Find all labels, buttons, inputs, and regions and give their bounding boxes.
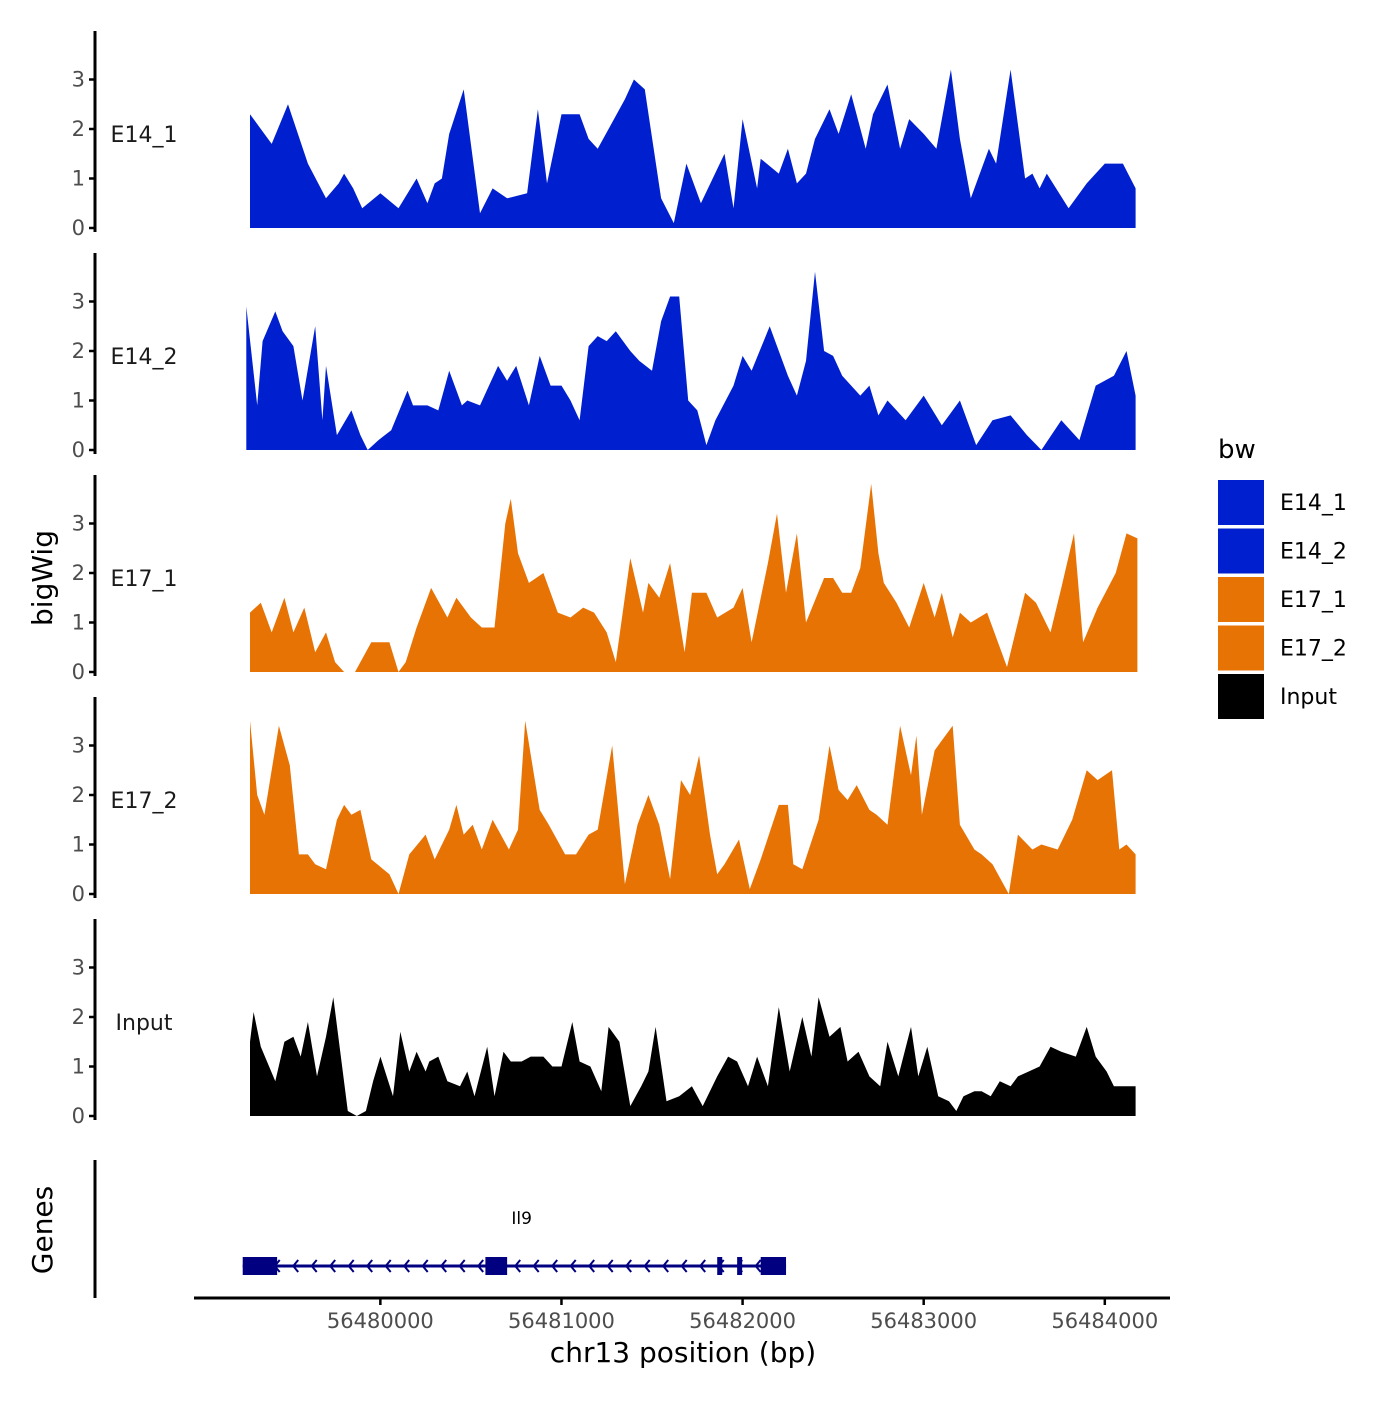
legend-swatch xyxy=(1218,480,1264,525)
strand-arrow xyxy=(661,1259,669,1273)
strand-arrow xyxy=(458,1259,466,1273)
strand-arrow xyxy=(569,1259,577,1273)
strand-arrow xyxy=(439,1259,447,1273)
y-tick-label: 0 xyxy=(72,216,85,240)
y-tick-label: 3 xyxy=(72,734,85,758)
track-E14_2: 0 1 2 3 E14_2 xyxy=(72,253,1136,462)
strand-arrow xyxy=(550,1259,558,1273)
track-Input: 0 1 2 3 Input xyxy=(72,919,1136,1128)
legend-label: E17_1 xyxy=(1280,588,1347,613)
strand-arrow xyxy=(365,1259,373,1273)
legend-label: E17_2 xyxy=(1280,637,1347,662)
y-tick-label: 2 xyxy=(72,1005,85,1029)
y-tick-label: 1 xyxy=(72,1055,85,1079)
x-tick-label: 56481000 xyxy=(508,1309,615,1333)
track-label: E14_2 xyxy=(111,345,178,370)
track-E17_2: 0 1 2 3 E17_2 xyxy=(72,697,1136,906)
strand-arrow xyxy=(384,1259,392,1273)
exon-block xyxy=(242,1257,278,1275)
strand-arrow xyxy=(310,1259,318,1273)
y-tick-label: 2 xyxy=(72,561,85,585)
track-label: E17_1 xyxy=(111,567,178,592)
x-axis-title: chr13 position (bp) xyxy=(550,1336,816,1369)
strand-arrow xyxy=(754,1259,762,1273)
track-label: E17_2 xyxy=(111,789,178,814)
x-tick-label: 56480000 xyxy=(327,1309,434,1333)
track-label: Input xyxy=(116,1011,173,1036)
y-tick-label: 2 xyxy=(72,117,85,141)
strand-arrow xyxy=(606,1259,614,1273)
x-axis: 56480000 56481000 56482000 56483000 56484000 xyxy=(194,1296,1170,1333)
x-tick-label: 56484000 xyxy=(1051,1309,1158,1333)
y-tick-label: 1 xyxy=(72,833,85,857)
x-tick-label: 56482000 xyxy=(689,1309,796,1333)
legend-swatch xyxy=(1218,577,1264,622)
strand-arrow xyxy=(347,1259,355,1273)
genes-axis-title: Genes xyxy=(26,1186,59,1274)
legend-label: E14_2 xyxy=(1280,540,1347,565)
strand-arrow xyxy=(421,1259,429,1273)
exon-block xyxy=(760,1257,787,1275)
legend-swatch xyxy=(1218,674,1264,719)
gene-name-label: Il9 xyxy=(511,1209,532,1229)
x-tick-label: 56483000 xyxy=(870,1309,977,1333)
y-tick-label: 3 xyxy=(72,290,85,314)
y-tick-label: 0 xyxy=(72,882,85,906)
strand-arrow xyxy=(643,1259,651,1273)
y-tick-label: 1 xyxy=(72,389,85,413)
coverage-tracks: 0 1 2 3 E14_1 0 1 2 3 E14_2 0 1 2 3 E17_1 0 1 2 3 E17_2 0 1 2 3… xyxy=(72,31,1138,1128)
strand-arrow xyxy=(680,1259,688,1273)
y-tick-label: 0 xyxy=(72,660,85,684)
y-axis-title: bigWig xyxy=(26,530,59,626)
strand-arrow xyxy=(513,1259,521,1273)
strand-arrow xyxy=(402,1259,410,1273)
legend: bw E14_1 E14_2 E17_1 E17_2 Input xyxy=(1218,435,1347,719)
y-tick-label: 0 xyxy=(72,1104,85,1128)
y-tick-label: 1 xyxy=(72,167,85,191)
legend-title: bw xyxy=(1218,435,1256,465)
track-E14_1: 0 1 2 3 E14_1 xyxy=(72,31,1136,240)
coverage-area-Input xyxy=(250,997,1136,1116)
exon-block xyxy=(737,1257,743,1275)
gene-track: Il9 xyxy=(93,1160,787,1298)
y-tick-label: 1 xyxy=(72,611,85,635)
y-tick-label: 0 xyxy=(72,438,85,462)
track-label: E14_1 xyxy=(111,123,178,148)
y-tick-label: 3 xyxy=(72,956,85,980)
exon-block xyxy=(717,1257,723,1275)
y-tick-label: 3 xyxy=(72,68,85,92)
y-tick-label: 3 xyxy=(72,512,85,536)
track-E17_1: 0 1 2 3 E17_1 xyxy=(72,475,1138,684)
legend-swatch xyxy=(1218,528,1264,574)
strand-arrow xyxy=(698,1259,706,1273)
strand-arrow xyxy=(328,1259,336,1273)
legend-swatch xyxy=(1218,625,1264,671)
exon-block xyxy=(485,1257,508,1275)
legend-label: E14_1 xyxy=(1280,491,1347,516)
coverage-area-E17_1 xyxy=(250,483,1138,672)
coverage-area-E14_2 xyxy=(246,271,1136,450)
coverage-area-E17_2 xyxy=(250,720,1136,894)
strand-arrow xyxy=(532,1259,540,1273)
strand-arrow xyxy=(291,1259,299,1273)
coverage-area-E14_1 xyxy=(250,69,1136,228)
strand-arrow xyxy=(624,1259,632,1273)
strand-arrow xyxy=(587,1259,595,1273)
strand-arrow xyxy=(476,1259,484,1273)
legend-label: Input xyxy=(1280,685,1337,710)
y-tick-label: 2 xyxy=(72,339,85,363)
y-tick-label: 2 xyxy=(72,783,85,807)
